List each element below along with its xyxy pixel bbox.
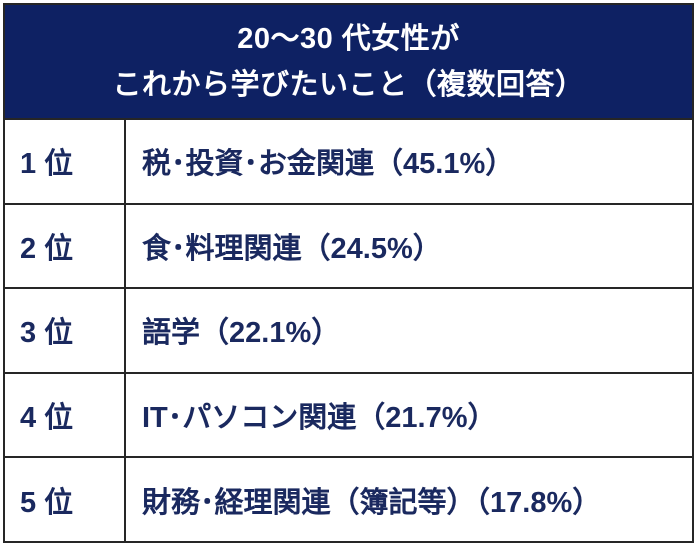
item-cell: 財務･経理関連（簿記等）（17.8%） <box>142 486 602 519</box>
rank-cell: 5 位 <box>5 458 126 541</box>
table-row: 5 位 財務･経理関連（簿記等）（17.8%） <box>5 456 692 541</box>
table-row: 2 位 食･料理関連（24.5%） <box>5 202 692 288</box>
rank-cell: 2 位 <box>5 204 126 288</box>
rank-cell: 4 位 <box>5 373 126 457</box>
item-cell: 語学（22.1%） <box>142 317 341 350</box>
table-row: 3 位 語学（22.1%） <box>5 287 692 372</box>
item-cell: IT･パソコン関連（21.7%） <box>142 402 497 435</box>
table-row: 4 位 IT･パソコン関連（21.7%） <box>5 371 692 457</box>
table-row: 1 位 税･投資･お金関連（45.1%） <box>5 118 692 203</box>
table-title: 20～30 代女性が これから学びたいこと（複数回答） <box>5 5 692 118</box>
rank-cell: 1 位 <box>5 120 126 203</box>
item-cell: 食･料理関連（24.5%） <box>142 232 442 265</box>
table-title-line1: 20～30 代女性が <box>237 22 460 55</box>
item-cell: 税･投資･お金関連（45.1%） <box>142 148 515 181</box>
rank-cell: 3 位 <box>5 289 126 372</box>
ranking-table: 20～30 代女性が これから学びたいこと（複数回答） 1 位 税･投資･お金関… <box>3 3 694 543</box>
table-title-line2: これから学びたいこと（複数回答） <box>112 68 585 101</box>
